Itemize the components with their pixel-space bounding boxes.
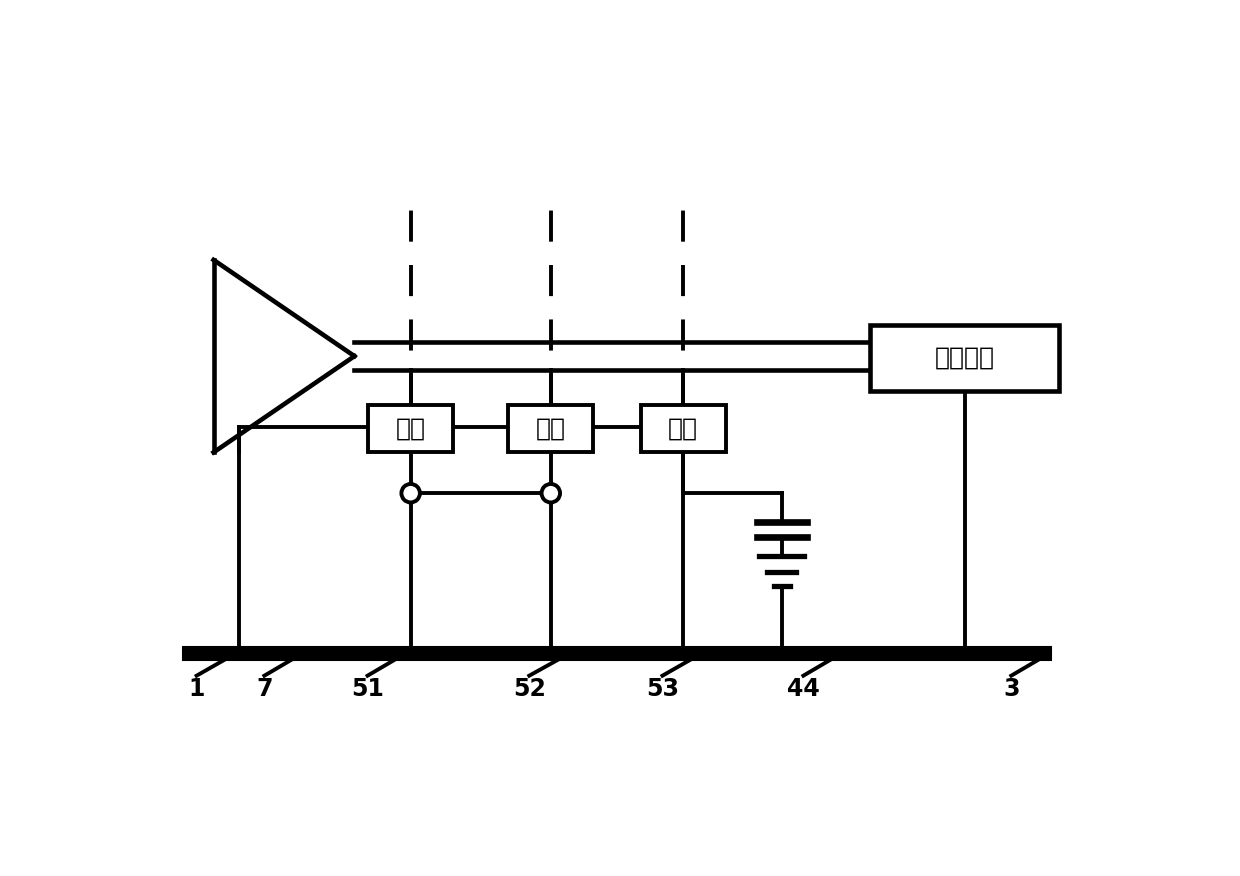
Bar <box>641 405 725 452</box>
Bar <box>368 405 453 452</box>
Bar <box>182 647 1052 661</box>
Text: 52: 52 <box>513 677 546 701</box>
Bar <box>508 405 593 452</box>
Text: 开关: 开关 <box>396 416 425 441</box>
Text: 53: 53 <box>646 677 680 701</box>
Text: 开关: 开关 <box>668 416 698 441</box>
Text: 44: 44 <box>787 677 820 701</box>
Text: 1: 1 <box>188 677 205 701</box>
Text: 7: 7 <box>257 677 273 701</box>
Circle shape <box>542 484 560 503</box>
Text: 输出端口: 输出端口 <box>935 346 994 370</box>
Text: 3: 3 <box>1003 677 1019 701</box>
Circle shape <box>402 484 420 503</box>
Text: 51: 51 <box>351 677 384 701</box>
Text: 开关: 开关 <box>536 416 565 441</box>
Bar <box>870 325 1059 391</box>
